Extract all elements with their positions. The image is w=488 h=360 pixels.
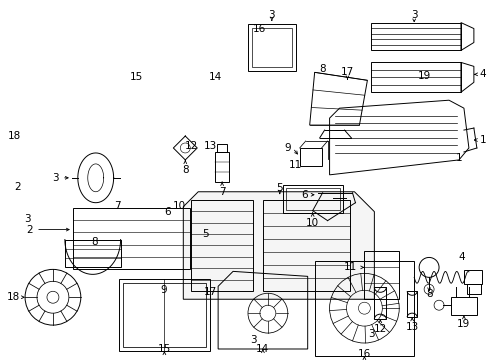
Text: 4: 4 (479, 69, 486, 79)
Text: 18: 18 (7, 131, 20, 141)
Bar (374, 287, 386, 319)
Text: 15: 15 (130, 72, 143, 82)
Bar (370, 23, 460, 50)
Text: 5: 5 (202, 229, 208, 239)
Text: 14: 14 (208, 72, 222, 82)
Bar (370, 62, 460, 92)
Bar (119, 279, 210, 351)
Text: 3: 3 (268, 10, 275, 20)
Bar (263, 200, 350, 291)
Text: 8: 8 (318, 64, 325, 75)
Text: 10: 10 (172, 201, 185, 211)
Text: 13: 13 (203, 141, 217, 151)
Text: 3: 3 (367, 329, 374, 339)
Text: 4: 4 (458, 252, 464, 262)
Bar (314, 261, 413, 356)
Bar (247, 24, 295, 71)
Text: 1: 1 (455, 153, 462, 163)
Bar (217, 144, 226, 152)
Text: 5: 5 (276, 183, 283, 193)
Text: 8: 8 (91, 237, 98, 247)
Bar (73, 208, 190, 269)
Text: 3: 3 (410, 10, 417, 20)
Text: 6: 6 (163, 207, 170, 217)
Text: 19: 19 (456, 319, 469, 329)
Text: 3: 3 (24, 214, 30, 224)
Bar (407, 291, 416, 317)
Text: 3: 3 (249, 335, 256, 345)
Text: 12: 12 (373, 324, 386, 334)
Text: 2: 2 (14, 182, 20, 192)
Text: 12: 12 (184, 141, 197, 151)
Bar (191, 200, 252, 291)
Bar (450, 297, 476, 315)
Bar (215, 152, 228, 182)
Text: 14: 14 (256, 344, 269, 354)
Text: 1: 1 (479, 135, 486, 145)
Text: 6: 6 (301, 190, 307, 200)
Text: 16: 16 (357, 349, 370, 359)
Text: 10: 10 (305, 218, 319, 228)
Text: 18: 18 (7, 292, 20, 302)
Bar (251, 28, 291, 67)
Bar (299, 148, 321, 166)
Text: 19: 19 (417, 71, 430, 81)
Text: 7: 7 (218, 187, 225, 197)
Text: 9: 9 (160, 285, 166, 295)
Text: 11: 11 (344, 262, 357, 273)
Bar (122, 283, 206, 347)
Text: 11: 11 (288, 160, 301, 170)
Text: 15: 15 (158, 344, 171, 354)
Text: 8: 8 (182, 165, 188, 175)
Text: 17: 17 (340, 67, 353, 77)
Bar (463, 270, 481, 284)
Text: 9: 9 (284, 143, 290, 153)
Text: 16: 16 (252, 24, 265, 34)
Bar (364, 252, 398, 299)
Text: 3: 3 (52, 173, 59, 183)
Text: 17: 17 (203, 287, 217, 297)
Polygon shape (183, 192, 374, 299)
Text: 2: 2 (26, 225, 33, 235)
Bar (466, 284, 480, 294)
Bar (282, 185, 342, 213)
Bar (65, 239, 121, 267)
Text: 7: 7 (113, 201, 120, 211)
Text: 8: 8 (425, 289, 431, 299)
Text: 13: 13 (405, 322, 418, 332)
Bar (285, 188, 339, 210)
